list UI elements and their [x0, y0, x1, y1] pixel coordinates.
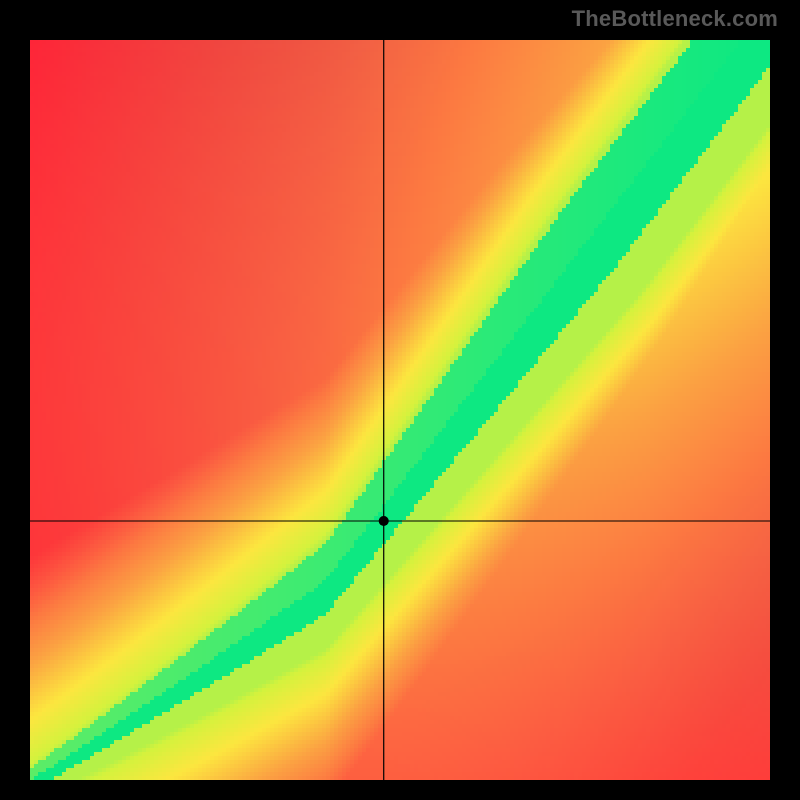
bottleneck-heatmap: [0, 0, 800, 800]
heatmap-canvas-wrap: [0, 0, 800, 800]
chart-container: { "watermark": { "text": "TheBottleneck.…: [0, 0, 800, 800]
watermark-text: TheBottleneck.com: [572, 6, 778, 32]
